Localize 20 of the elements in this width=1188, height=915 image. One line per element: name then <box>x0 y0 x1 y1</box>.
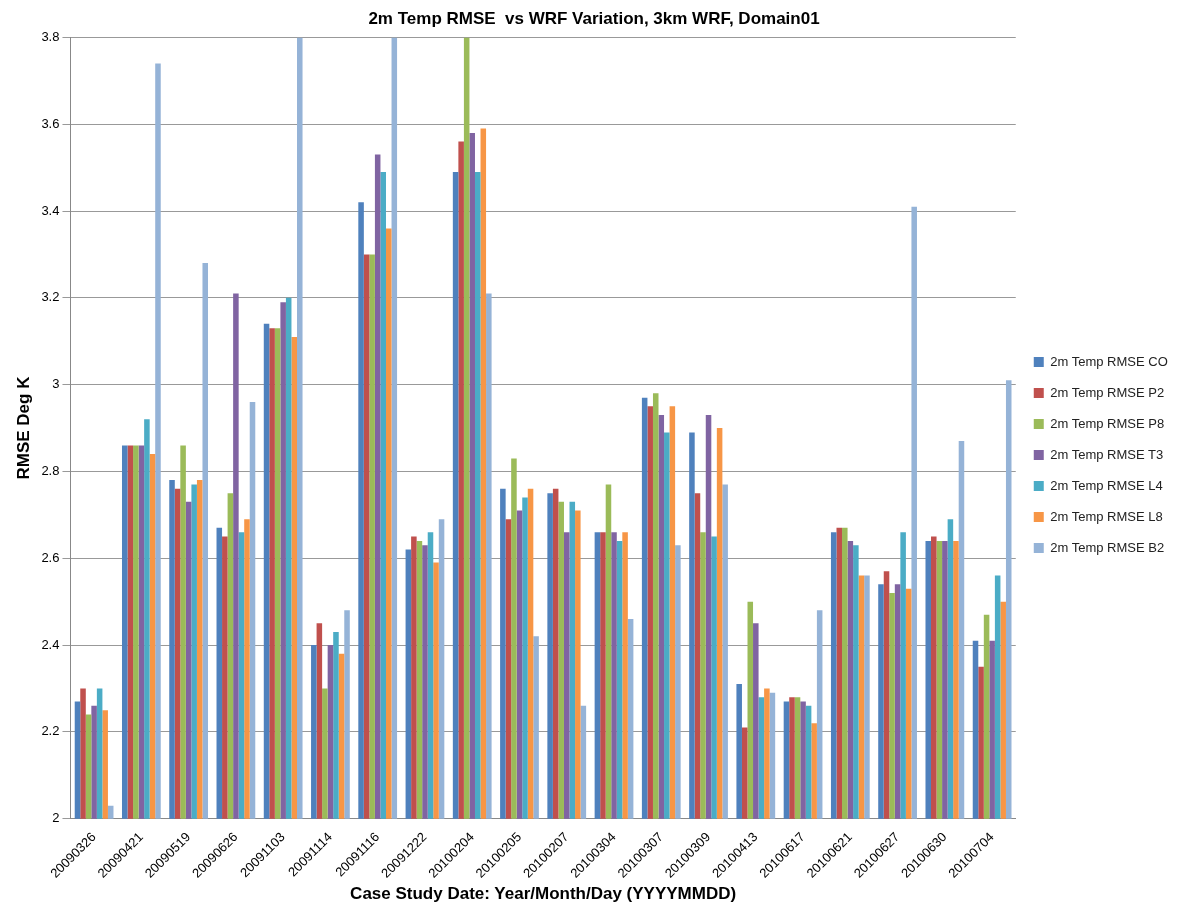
legend-label: 2m Temp RMSE P8 <box>1050 415 1165 431</box>
legend-label: 2m Temp RMSE CO <box>1050 353 1168 369</box>
legend-label: 2m Temp RMSE B2 <box>1050 539 1165 555</box>
y-tick-label: 3.6 <box>41 115 60 131</box>
y-tick-label: 2.6 <box>41 549 60 565</box>
legend-label: 2m Temp RMSE L8 <box>1050 508 1163 524</box>
y-tick-label: 2 <box>52 810 60 826</box>
y-tick-label: 2.2 <box>41 723 60 739</box>
chart-title: 2m Temp RMSE vs WRF Variation, 3km WRF, Domain01 <box>368 8 820 28</box>
y-tick-label: 3.4 <box>41 202 60 218</box>
y-tick-label: 2.8 <box>41 463 60 479</box>
y-tick-label: 3.2 <box>41 289 60 305</box>
legend-label: 2m Temp RMSE P2 <box>1050 384 1165 400</box>
y-axis-title: RMSE Deg K <box>13 375 33 480</box>
x-axis-title: Case Study Date: Year/Month/Day (YYYYMMDD) <box>350 884 737 904</box>
legend-label: 2m Temp RMSE T3 <box>1050 446 1164 462</box>
y-tick-label: 3 <box>52 376 60 392</box>
y-tick-label: 3.8 <box>41 28 60 44</box>
legend-label: 2m Temp RMSE L4 <box>1050 477 1163 493</box>
y-tick-label: 2.4 <box>41 636 60 652</box>
